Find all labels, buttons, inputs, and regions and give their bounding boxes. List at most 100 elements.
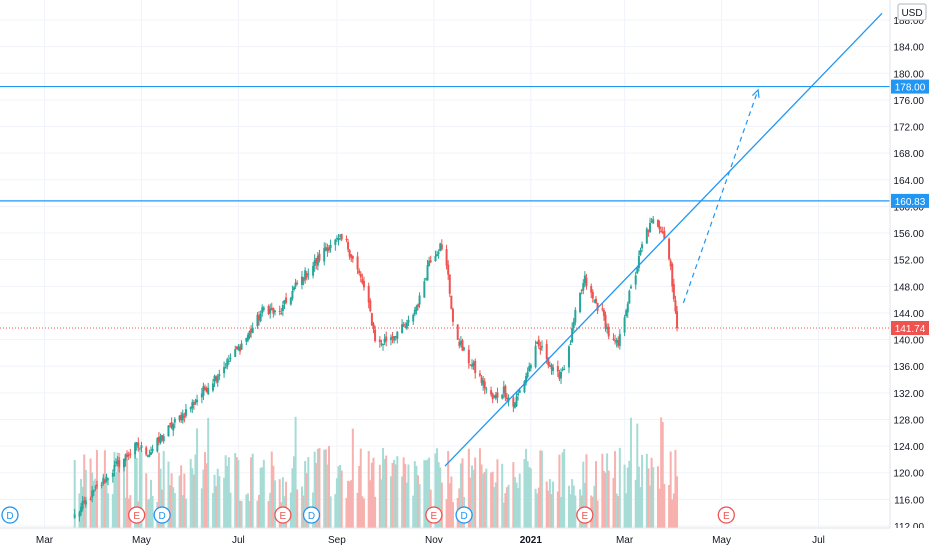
volume-bar (545, 481, 548, 528)
dividend-marker[interactable]: D (302, 506, 321, 524)
candle-body (246, 335, 249, 341)
candle (126, 452, 129, 458)
volume-bar (324, 449, 327, 528)
candle (293, 285, 296, 292)
volume-bar (146, 499, 149, 528)
candle-body (270, 307, 273, 310)
volume-bar (652, 467, 655, 528)
grid (0, 0, 890, 528)
candle-body (178, 415, 181, 421)
candle-body (293, 287, 296, 290)
candle-body (157, 436, 160, 442)
candle (248, 330, 251, 340)
candle-body (81, 501, 84, 509)
volume-bar (191, 468, 194, 528)
candle (496, 387, 499, 404)
dividend-marker[interactable]: D (455, 506, 473, 524)
candle (447, 260, 450, 280)
candle (556, 360, 559, 377)
volume-bar (401, 476, 404, 528)
event-marker-label: E (133, 511, 140, 522)
x-tick-label: Jul (232, 535, 245, 546)
volume-bar (413, 461, 416, 528)
candle (170, 417, 173, 430)
volume-bar (294, 416, 297, 528)
candle-body (202, 386, 205, 396)
candle-body (235, 346, 238, 350)
candle (273, 309, 276, 316)
candle (191, 399, 194, 414)
candle-body (205, 387, 208, 393)
candle-body (563, 368, 566, 370)
volume-bar (296, 489, 299, 528)
candle-body (583, 275, 586, 284)
volume-bar (518, 473, 521, 528)
drawings[interactable] (444, 12, 883, 467)
earnings-marker[interactable]: E (274, 506, 292, 524)
candle (550, 363, 553, 375)
candle (157, 432, 160, 446)
last-price-badge-text: 141.74 (895, 324, 926, 335)
candle (612, 333, 615, 341)
candle (113, 460, 116, 477)
volume-bar (116, 452, 119, 528)
volume-bar (134, 453, 137, 528)
volume-bar (671, 499, 674, 528)
earnings-marker[interactable]: E (128, 506, 146, 524)
earnings-marker[interactable]: E (576, 506, 594, 524)
volume-bar (628, 460, 631, 528)
volume-bar (569, 494, 572, 528)
candle-body (107, 478, 110, 480)
volume-bar (526, 461, 529, 528)
event-marker-circle (1, 506, 19, 524)
dividend-marker[interactable]: D (1, 506, 19, 524)
volume-bar (658, 488, 661, 528)
volume-bar (327, 446, 330, 528)
y-tick-label: 180.00 (893, 69, 924, 80)
earnings-marker[interactable]: E (717, 506, 735, 524)
candle-body (429, 260, 432, 263)
y-tick-label: 136.00 (893, 362, 924, 373)
time-axis[interactable]: Mar May Jul Sep Nov 2021 Mar May Jul (0, 527, 932, 550)
candle (159, 433, 162, 445)
volume-bar (451, 502, 454, 528)
volume-bar (552, 481, 555, 528)
candle-body (350, 254, 353, 258)
candle-body (258, 315, 261, 321)
candle (471, 359, 474, 370)
candle (412, 313, 415, 326)
candle-body (606, 327, 609, 330)
candle (267, 304, 270, 316)
candle-body (124, 454, 127, 461)
dividend-marker[interactable]: D (153, 506, 171, 524)
candle (229, 353, 232, 362)
candle-body (339, 235, 342, 237)
candle-body (548, 365, 551, 367)
candle-body (296, 282, 299, 284)
volume-bar (483, 471, 486, 528)
volume-bar (148, 498, 151, 528)
horizontal-levels[interactable] (0, 85, 890, 202)
candle-body (404, 326, 407, 328)
candle (289, 296, 292, 306)
volume-bar (267, 501, 270, 528)
candle (151, 444, 154, 454)
candle-body (649, 222, 652, 233)
candle-body (304, 270, 307, 280)
last-price-badge: 141.74 (891, 320, 929, 335)
candle (539, 341, 542, 355)
candle (89, 496, 92, 501)
volume-bar (404, 463, 407, 528)
earnings-marker[interactable]: E (425, 506, 443, 524)
volume-bar (382, 448, 385, 528)
candle (405, 319, 408, 331)
volume-bar (571, 479, 574, 528)
candle-body (223, 367, 226, 374)
candle (436, 250, 439, 257)
candle (196, 394, 199, 406)
volume-bar (285, 481, 288, 528)
candle (485, 386, 488, 394)
